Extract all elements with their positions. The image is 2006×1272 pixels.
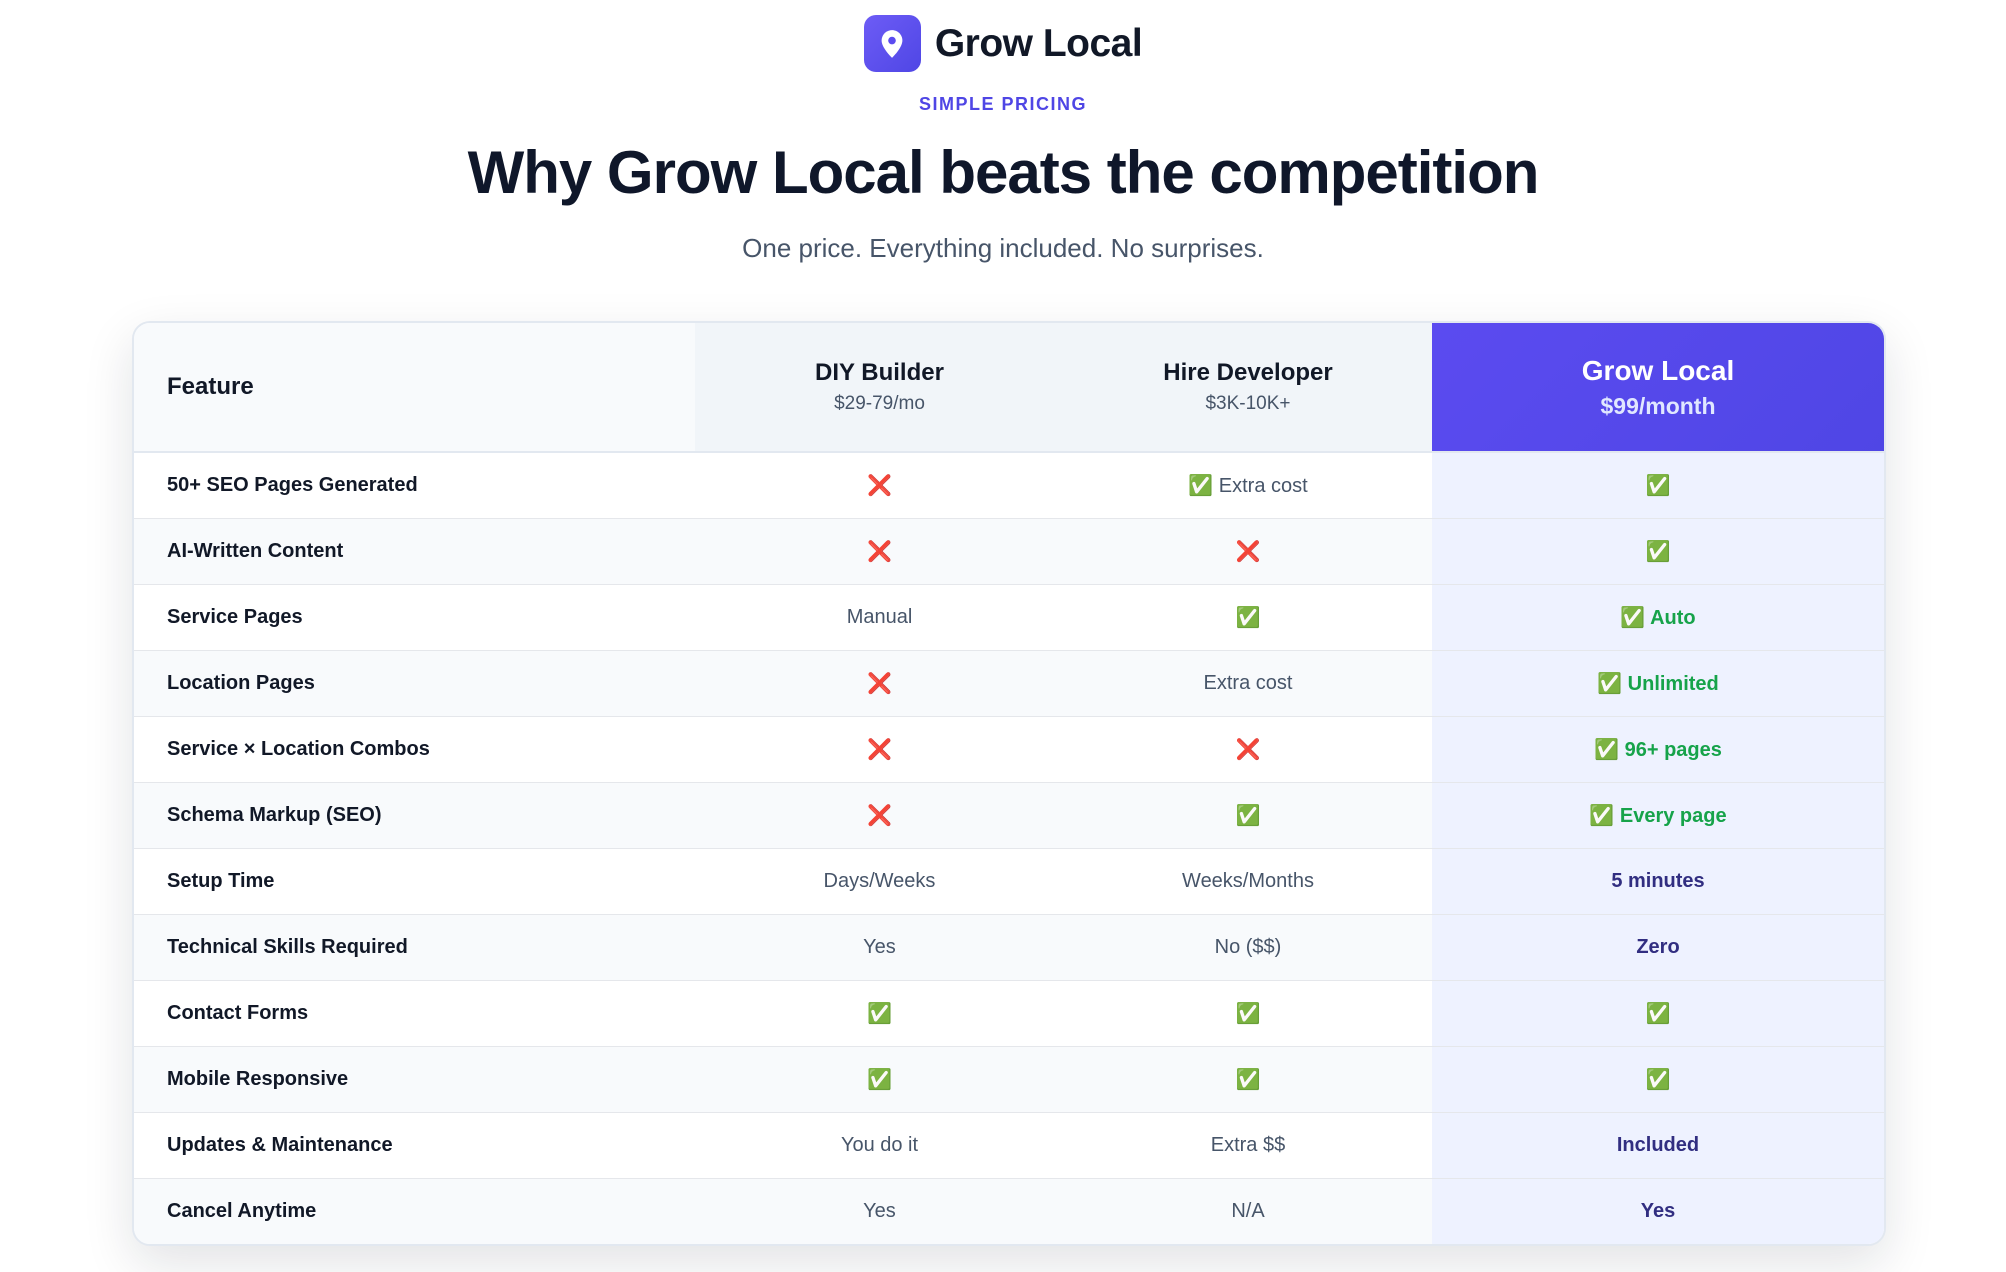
table-cell: ✅ [1235, 607, 1261, 629]
table-cell: You do it [840, 1134, 919, 1156]
brand-name: Grow Local [934, 21, 1143, 65]
pin-icon [881, 29, 903, 58]
header-row: Feature DIY Builder $29-79/mo Hire Develope… [134, 323, 1884, 453]
table-cell: ❌ [867, 739, 892, 761]
column-header: Hire Developer $3K-10K+ [1064, 323, 1432, 451]
column-price: $3K-10K+ [1205, 393, 1291, 414]
table-cell: ✅ Auto [1432, 585, 1884, 650]
comparison-table: Feature DIY Builder $29-79/mo Hire Develope… [132, 321, 1886, 1246]
feature-name: Technical Skills Required [167, 936, 408, 958]
table-cell: ✅ Unlimited [1432, 651, 1884, 716]
table-cell: Included [1432, 1113, 1884, 1178]
feature-name: Contact Forms [167, 1002, 309, 1024]
table-cell: ✅ [867, 1003, 892, 1025]
table-cell: ✅ [1432, 519, 1884, 584]
table-cell: Yes [863, 936, 896, 958]
feature-name: Mobile Responsive [167, 1068, 349, 1090]
table-cell: Weeks/Months [1182, 870, 1314, 892]
table-row: Service × Location Combos ❌ ❌ ✅ 96+ pages [134, 717, 1884, 783]
column-name: Grow Local [1581, 354, 1735, 386]
table-cell: ❌ [867, 541, 892, 563]
feature-name: Cancel Anytime [167, 1200, 317, 1222]
table-cell: Zero [1432, 915, 1884, 980]
table-cell: ✅ Every page [1432, 783, 1884, 848]
table-row: Schema Markup (SEO) ❌ ✅ ✅ Every page [134, 783, 1884, 849]
feature-name: Schema Markup (SEO) [167, 804, 382, 826]
column-price: $29-79/mo [834, 393, 925, 414]
table-cell: ❌ [1235, 739, 1261, 761]
table-row: Contact Forms ✅ ✅ ✅ [134, 981, 1884, 1047]
column-name: Feature [167, 373, 254, 400]
column-name: Hire Developer [1163, 359, 1333, 386]
table-row: Technical Skills Required Yes No ($$) Zero [134, 915, 1884, 981]
table-row: Setup Time Days/Weeks Weeks/Months 5 minute… [134, 849, 1884, 915]
table-cell: ✅ [1432, 1047, 1884, 1112]
column-header: Feature [134, 323, 695, 451]
table-cell: ✅ Extra cost [1188, 475, 1308, 497]
table-row: AI-Written Content ❌ ❌ ✅ [134, 519, 1884, 585]
brand: Grow Local [0, 15, 2006, 72]
feature-name: Service × Location Combos [167, 738, 430, 760]
table-cell: ✅ [1235, 805, 1261, 827]
eyebrow: SIMPLE PRICING [918, 94, 1087, 114]
logo [863, 15, 921, 72]
table-cell: 5 minutes [1432, 849, 1884, 914]
table-row: Location Pages ❌ Extra cost ✅ Unlimited [134, 651, 1884, 717]
feature-name: Location Pages [167, 672, 315, 694]
table-row: Cancel Anytime Yes N/A Yes [134, 1179, 1884, 1244]
table-cell: ✅ [1235, 1069, 1261, 1091]
feature-name: Setup Time [167, 870, 275, 892]
table-cell: Extra cost [1203, 672, 1293, 694]
table-cell: N/A [1231, 1200, 1265, 1222]
column-name: DIY Builder [815, 359, 944, 386]
table-cell: Manual [846, 606, 913, 628]
table-cell: ✅ [1235, 1003, 1261, 1025]
feature-name: AI-Written Content [167, 540, 344, 562]
subtitle: One price. Everything included. No surpr… [742, 233, 1264, 263]
table-row: Mobile Responsive ✅ ✅ ✅ [134, 1047, 1884, 1113]
table-cell: ✅ [1432, 981, 1884, 1046]
table-cell: Extra $$ [1210, 1134, 1286, 1156]
table-cell: ❌ [867, 673, 892, 695]
column-header: DIY Builder $29-79/mo [695, 323, 1064, 451]
feature-name: Service Pages [167, 606, 303, 628]
table-cell: ❌ [867, 475, 892, 497]
table-cell: Yes [863, 1200, 896, 1222]
feature-name: Updates & Maintenance [167, 1134, 393, 1156]
table-cell: ✅ 96+ pages [1432, 717, 1884, 782]
column-header: Grow Local $99/month [1432, 323, 1884, 451]
feature-name: 50+ SEO Pages Generated [167, 474, 418, 496]
table-cell: ❌ [867, 805, 892, 827]
column-price: $99/month [1600, 392, 1716, 419]
table-cell: Days/Weeks [823, 870, 936, 892]
table-cell: ❌ [1235, 541, 1261, 563]
table-row: Updates & Maintenance You do it Extra $$ In… [134, 1113, 1884, 1179]
table-cell: ✅ [1432, 453, 1884, 518]
table-cell: ✅ [867, 1069, 892, 1091]
table-row: Service Pages Manual ✅ ✅ Auto [134, 585, 1884, 651]
table-cell: No ($$) [1214, 936, 1282, 958]
table-cell: Yes [1432, 1179, 1884, 1244]
title: Why Grow Local beats the competition [467, 139, 1540, 206]
table-row: 50+ SEO Pages Generated ❌ ✅ Extra cost ✅ [134, 453, 1884, 519]
